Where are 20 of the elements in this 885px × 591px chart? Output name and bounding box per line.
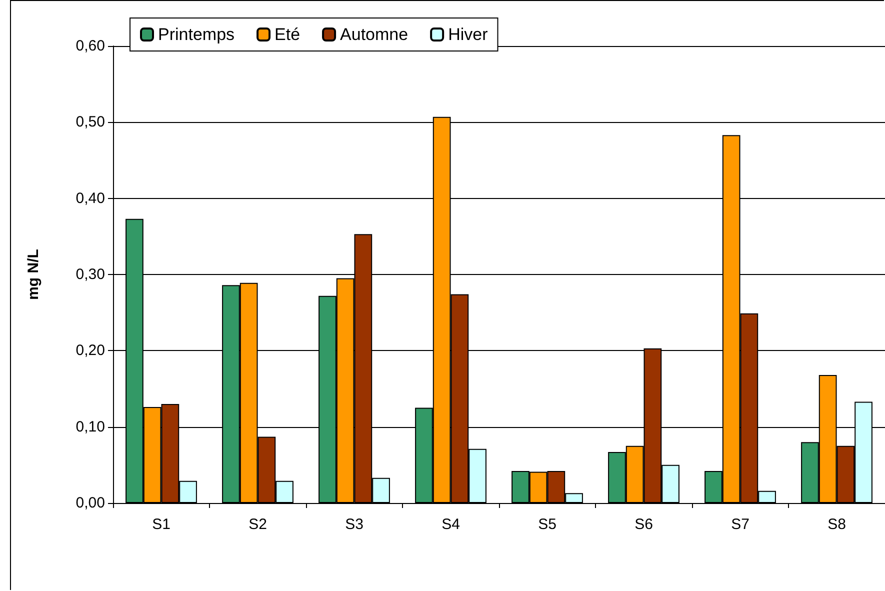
y-tick-label: 0,20 (76, 342, 105, 360)
x-tick-label: S8 (828, 516, 846, 533)
x-tick-label: S3 (345, 516, 364, 533)
y-tick-label: 0,30 (76, 266, 105, 283)
legend-label: Automne (340, 25, 408, 44)
y-tick-label: 0,40 (76, 190, 105, 207)
legend-label: Hiver (448, 25, 488, 44)
y-tick-label: 0,60 (76, 38, 105, 54)
legend-label: Eté (274, 25, 300, 44)
y-tick-label: 0,00 (76, 494, 105, 512)
y-tick-label: 0,10 (76, 418, 105, 436)
x-tick-label: S1 (152, 516, 170, 533)
x-tick-label: S2 (248, 516, 267, 533)
x-tick-label: S6 (634, 516, 653, 533)
x-tick-label: S5 (538, 516, 556, 533)
legend-label: Printemps (158, 25, 235, 44)
y-axis-title: mg N/L (25, 249, 42, 300)
y-tick-label: 0,50 (76, 114, 105, 131)
x-tick-label: S4 (442, 516, 460, 533)
x-tick-label: S7 (731, 516, 750, 533)
